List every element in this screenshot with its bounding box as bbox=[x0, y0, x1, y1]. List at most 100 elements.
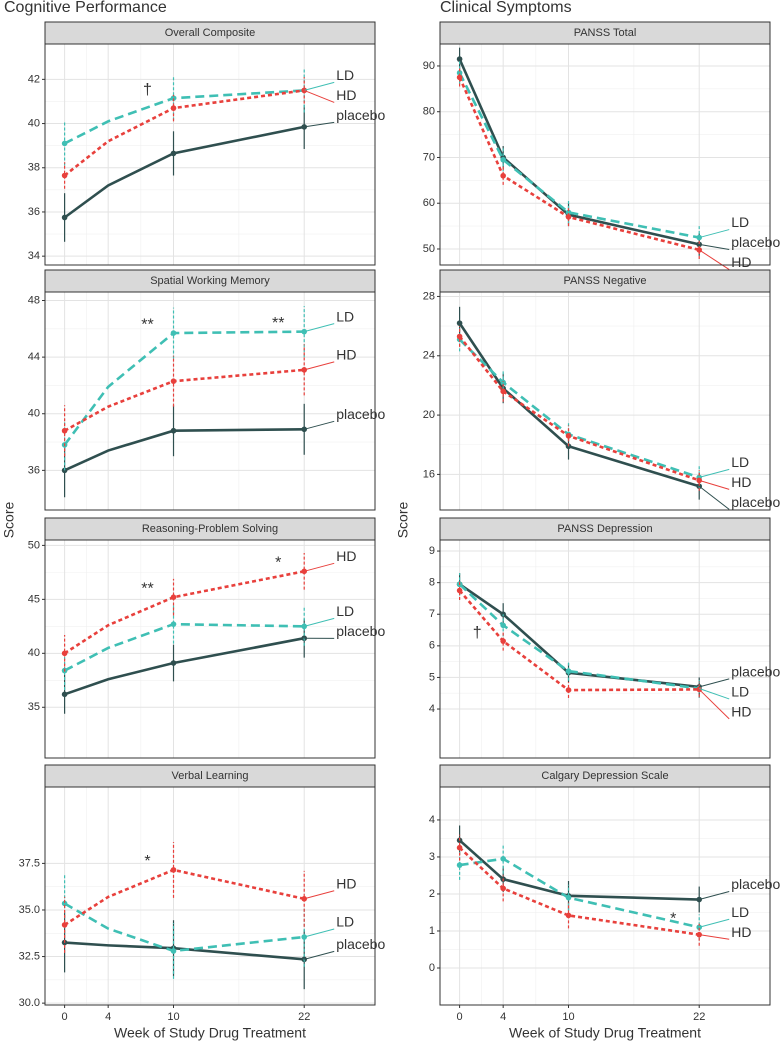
label-leader bbox=[304, 81, 335, 91]
series-line bbox=[63, 125, 305, 219]
point bbox=[170, 150, 177, 157]
point bbox=[500, 156, 506, 163]
series-line bbox=[63, 902, 305, 953]
panel-title: PANSS Negative bbox=[564, 275, 647, 287]
y-tick-label: 28 bbox=[423, 290, 435, 302]
annotation: * bbox=[670, 910, 676, 927]
panel-title: PANSS Total bbox=[574, 27, 637, 39]
panel-title: PANSS Depression bbox=[557, 523, 652, 535]
series-line bbox=[458, 839, 700, 901]
series-line bbox=[64, 89, 305, 145]
strip bbox=[439, 764, 771, 788]
series-label: LD bbox=[336, 67, 354, 83]
annotation: ** bbox=[141, 316, 153, 333]
y-tick-label: 24 bbox=[423, 350, 435, 362]
label-leader bbox=[699, 243, 730, 251]
series-line bbox=[64, 428, 305, 472]
y-tick-label: 36 bbox=[28, 464, 40, 476]
point bbox=[170, 105, 177, 111]
label-leader bbox=[304, 121, 335, 128]
series-line bbox=[458, 846, 700, 936]
point bbox=[565, 209, 572, 216]
label-leader bbox=[699, 934, 730, 940]
y-tick-label: 40 bbox=[28, 408, 40, 420]
point bbox=[61, 650, 68, 657]
label-leader bbox=[698, 689, 730, 720]
label-leader bbox=[699, 479, 730, 490]
point bbox=[565, 668, 572, 674]
annotation: ** bbox=[141, 580, 153, 597]
plot-background bbox=[45, 44, 375, 265]
point bbox=[500, 379, 506, 386]
y-tick-label: 0 bbox=[429, 962, 435, 974]
point bbox=[170, 660, 177, 666]
y-tick-label: 40 bbox=[28, 117, 40, 129]
annotation: ** bbox=[272, 315, 284, 332]
y-tick-label: 44 bbox=[28, 351, 40, 363]
plot-background bbox=[45, 787, 375, 1005]
series-label: LD bbox=[731, 684, 749, 700]
point bbox=[170, 95, 177, 101]
label-leader bbox=[304, 950, 335, 960]
series-line bbox=[63, 89, 305, 177]
panel-title: Overall Composite bbox=[165, 27, 255, 39]
point bbox=[170, 621, 177, 627]
series-line bbox=[64, 941, 305, 961]
point bbox=[500, 885, 506, 892]
x-axis-label: Week of Study Drug Treatment bbox=[114, 1025, 306, 1041]
point bbox=[170, 427, 177, 434]
x-tick-label: 0 bbox=[62, 1011, 68, 1023]
y-tick-label: 3 bbox=[429, 851, 435, 863]
y-axis-label: Score bbox=[1, 502, 17, 539]
label-leader bbox=[699, 678, 730, 688]
y-tick-label: 30.0 bbox=[19, 997, 40, 1009]
point bbox=[170, 948, 177, 954]
y-tick-label: 42 bbox=[28, 73, 40, 85]
series-label: placebo bbox=[731, 664, 780, 680]
point bbox=[170, 330, 177, 336]
point bbox=[565, 443, 572, 450]
series-label: HD bbox=[731, 254, 751, 270]
y-tick-label: 90 bbox=[423, 60, 435, 72]
point bbox=[500, 388, 506, 395]
y-tick-label: 40 bbox=[28, 647, 40, 659]
label-leader bbox=[304, 89, 335, 103]
series-label: LD bbox=[336, 308, 354, 324]
x-axis-label: Week of Study Drug Treatment bbox=[509, 1025, 701, 1041]
y-tick-label: 6 bbox=[429, 640, 435, 652]
strip bbox=[44, 269, 376, 293]
point bbox=[565, 894, 572, 901]
label-leader bbox=[304, 617, 335, 627]
y-tick-label: 38 bbox=[28, 162, 40, 174]
point bbox=[565, 687, 572, 693]
y-tick-label: 5 bbox=[429, 671, 435, 683]
series-label: HD bbox=[336, 548, 356, 564]
x-tick-label: 4 bbox=[105, 1011, 111, 1023]
series-line bbox=[458, 583, 700, 690]
label-leader bbox=[304, 420, 335, 430]
point bbox=[456, 333, 463, 340]
x-tick-label: 22 bbox=[693, 1011, 705, 1023]
series-label: HD bbox=[731, 474, 751, 490]
y-tick-label: 9 bbox=[429, 545, 435, 557]
y-tick-label: 1 bbox=[429, 925, 435, 937]
series-line bbox=[458, 76, 700, 252]
plot-background bbox=[45, 292, 375, 510]
point bbox=[61, 691, 68, 698]
y-tick-label: 45 bbox=[28, 593, 40, 605]
label-leader bbox=[698, 485, 730, 510]
point bbox=[61, 427, 68, 434]
series-label: HD bbox=[336, 87, 356, 103]
annotation: * bbox=[275, 555, 281, 572]
point bbox=[456, 74, 463, 81]
panel-title: Reasoning-Problem Solving bbox=[142, 523, 278, 535]
plot-background bbox=[440, 292, 770, 510]
y-tick-label: 50 bbox=[28, 539, 40, 551]
point bbox=[456, 320, 463, 326]
point bbox=[61, 140, 68, 147]
strip bbox=[439, 269, 771, 293]
y-axis-label: Score bbox=[395, 502, 411, 539]
series-line bbox=[63, 368, 305, 432]
point bbox=[456, 587, 463, 594]
point bbox=[565, 433, 572, 439]
